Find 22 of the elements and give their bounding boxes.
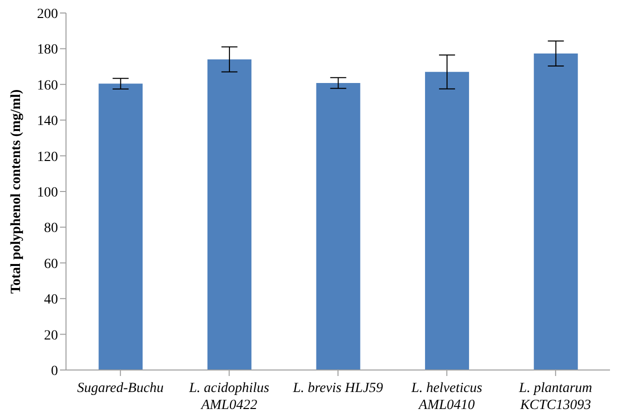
x-tick-label: Sugared-Buchu [77, 381, 164, 396]
y-axis-title: Total polyphenol contents (mg/ml) [8, 88, 24, 294]
y-tick-label: 20 [44, 328, 58, 344]
y-tick-label: 200 [37, 6, 58, 22]
y-tick-label: 100 [37, 185, 58, 200]
y-tick-label: 60 [44, 256, 58, 272]
x-tick-label: L. helveticus AML0410 [410, 381, 483, 413]
y-tick-label: 160 [37, 78, 58, 94]
bar [534, 54, 578, 370]
y-tick-label: 180 [37, 42, 58, 58]
y-tick-label: 80 [44, 221, 58, 236]
x-tick-label: L. acidophilus AML0422 [188, 381, 270, 413]
bar [425, 72, 470, 370]
y-tick-label: 40 [44, 292, 58, 308]
y-tick-label: 120 [37, 150, 58, 165]
x-tick-label: L. plantarum KCTC13093 [518, 381, 592, 413]
y-tick-label: 0 [51, 364, 58, 379]
x-tick-label: L. brevis HLJ59 [292, 381, 384, 396]
bar [316, 82, 360, 370]
bar [207, 59, 252, 370]
y-tick-label: 140 [37, 114, 58, 130]
bar [98, 84, 143, 370]
